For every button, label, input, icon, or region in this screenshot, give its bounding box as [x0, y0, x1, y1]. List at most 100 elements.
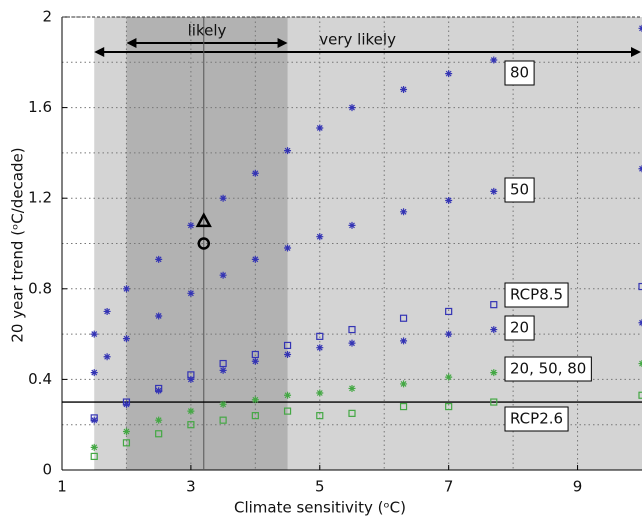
point: [490, 187, 498, 195]
point: [445, 330, 453, 338]
x-axis-title: Climate sensitivity (ᵒC): [234, 499, 406, 517]
point: [490, 326, 498, 334]
point: [316, 233, 324, 241]
point: [103, 353, 111, 361]
point: [103, 307, 111, 315]
point: [155, 312, 163, 320]
point: [316, 124, 324, 132]
point: [445, 402, 453, 411]
point: [490, 369, 498, 377]
x-tick-label: 7: [444, 478, 454, 496]
point: [219, 271, 227, 279]
point: [348, 221, 356, 229]
y-tick-label: 2: [42, 8, 52, 26]
point: [400, 208, 408, 216]
y-tick-label: 0.4: [28, 370, 52, 388]
x-tick-label: 9: [573, 478, 583, 496]
y-tick-label: 1.2: [28, 189, 52, 207]
marker-circle: [197, 237, 211, 250]
point: [90, 330, 98, 338]
point: [445, 307, 453, 316]
point: [219, 416, 227, 424]
point: [187, 421, 195, 429]
marker-triangle: [195, 212, 212, 228]
point: [284, 391, 292, 399]
point: [251, 357, 259, 365]
point: [155, 416, 163, 424]
point: [251, 412, 259, 420]
point: [284, 147, 292, 155]
point: [400, 380, 408, 388]
x-tick-label: 3: [186, 478, 196, 496]
point: [445, 196, 453, 204]
point: [316, 389, 324, 397]
point: [348, 104, 356, 112]
point: [490, 301, 498, 309]
point: [122, 285, 130, 293]
series-label: 50: [510, 181, 529, 199]
point: [155, 387, 163, 395]
point: [122, 335, 130, 343]
y-tick-label: 1.6: [28, 98, 52, 116]
point: [155, 255, 163, 263]
point: [219, 194, 227, 202]
x-tick-label: 1: [57, 478, 67, 496]
range-label: very likely: [319, 31, 396, 49]
label-box: [504, 282, 569, 308]
point: [490, 398, 498, 406]
point: [122, 439, 131, 447]
point: [348, 325, 356, 334]
point: [187, 375, 195, 383]
point: [122, 427, 130, 435]
point: [348, 339, 356, 347]
label-box: [504, 177, 535, 203]
point: [316, 344, 324, 352]
point: [155, 430, 163, 438]
point: [400, 337, 408, 345]
point: [445, 70, 453, 78]
point: [638, 391, 642, 399]
range-label: likely: [188, 22, 227, 40]
point: [122, 400, 130, 408]
point: [400, 85, 408, 93]
point: [219, 366, 227, 374]
point: [348, 409, 356, 417]
series-label: 20: [510, 319, 529, 337]
series-label: 80: [510, 64, 529, 82]
point: [638, 282, 642, 291]
point: [90, 369, 98, 377]
series-label: RCP2.6: [510, 410, 563, 428]
point: [251, 396, 259, 404]
point: [284, 350, 292, 358]
point: [399, 314, 408, 322]
point: [445, 373, 453, 381]
point: [187, 221, 195, 229]
point: [187, 407, 195, 415]
label-box: [504, 60, 535, 86]
point: [283, 407, 292, 415]
label-box: [504, 315, 535, 341]
point: [219, 359, 227, 368]
point: [251, 350, 259, 359]
point: [219, 400, 227, 408]
point: [490, 56, 498, 64]
point: [283, 341, 292, 350]
series-label: 20, 50, 80: [510, 360, 586, 378]
point: [348, 384, 356, 392]
y-tick-label: 0.8: [28, 279, 52, 297]
point: [90, 416, 98, 424]
point: [316, 332, 324, 340]
point: [284, 244, 292, 252]
label-box: [504, 406, 569, 432]
point: [399, 402, 408, 411]
point: [251, 255, 259, 263]
series-label: RCP8.5: [510, 286, 563, 304]
label-box: [504, 356, 592, 382]
y-tick-label: 0: [42, 461, 52, 479]
point: [90, 443, 98, 451]
y-axis-title: 20 year trend (ᵒC/decade): [9, 147, 27, 342]
point: [90, 452, 98, 461]
point: [187, 289, 195, 297]
point: [316, 412, 324, 420]
